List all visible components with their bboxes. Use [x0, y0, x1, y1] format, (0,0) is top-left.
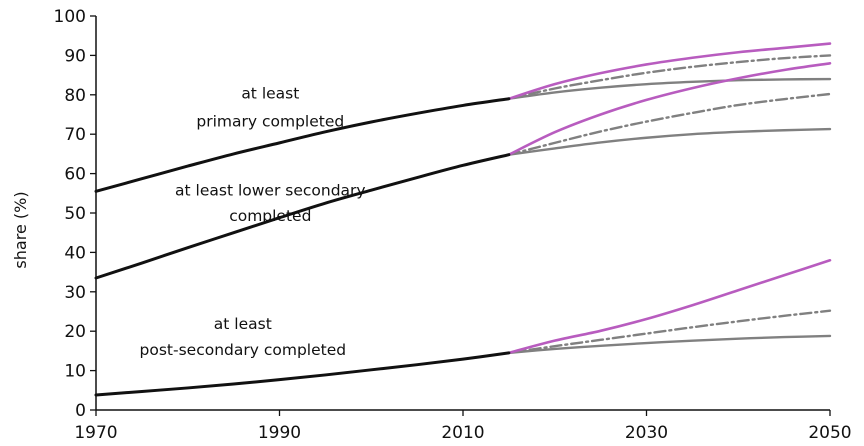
post-secondary-historical-line: [94, 351, 511, 397]
annotations: at least primary completed at least lower …: [140, 85, 366, 359]
y-tick-label: 10: [64, 362, 86, 382]
x-tick-label: 2050: [808, 423, 851, 443]
primary-projection-low-line: [507, 77, 832, 100]
y-tick-label: 60: [64, 165, 86, 185]
annotation-label: at least lower secondary: [175, 181, 366, 199]
y-tick-label: 100: [54, 7, 86, 27]
post-secondary-projection-high-line: [507, 258, 832, 355]
y-tick-label: 40: [64, 243, 86, 263]
lower-secondary-projection-low-line: [507, 127, 832, 156]
annotation-label: at least: [214, 315, 272, 333]
x-ticks: 1970 1990 2010 2030 2050: [74, 410, 852, 443]
x-tick-label: 1990: [258, 423, 301, 443]
y-ticks: 0 10 20 30 40 50 60 70 80 90 100: [54, 7, 96, 421]
lower-secondary-projection-high-line: [507, 61, 832, 156]
y-tick-label: 30: [64, 283, 86, 303]
y-tick-label: 90: [64, 46, 86, 66]
x-tick-label: 1970: [74, 423, 117, 443]
post-secondary-projection-low-line: [507, 334, 832, 355]
y-tick-label: 0: [75, 401, 86, 421]
lower-secondary-projection-mid-line: [507, 92, 832, 156]
y-tick-label: 80: [64, 86, 86, 106]
x-tick-label: 2010: [441, 423, 484, 443]
y-tick-label: 20: [64, 322, 86, 342]
lower-secondary-historical-line: [94, 153, 511, 280]
x-tick-label: 2030: [625, 423, 668, 443]
primary-historical-line: [94, 97, 511, 193]
y-tick-label: 50: [64, 204, 86, 224]
annotation-label: primary completed: [196, 112, 344, 130]
post-secondary-projection-mid-line: [507, 309, 832, 355]
annotation-label: post-secondary completed: [140, 341, 347, 359]
primary-projection-mid-line: [507, 54, 832, 100]
annotation-label: at least: [241, 85, 299, 103]
y-axis-title: share (%): [11, 191, 30, 268]
y-tick-label: 70: [64, 125, 86, 145]
annotation-label: completed: [229, 207, 311, 225]
series-lines: [94, 42, 832, 397]
primary-projection-high-line: [507, 42, 832, 101]
